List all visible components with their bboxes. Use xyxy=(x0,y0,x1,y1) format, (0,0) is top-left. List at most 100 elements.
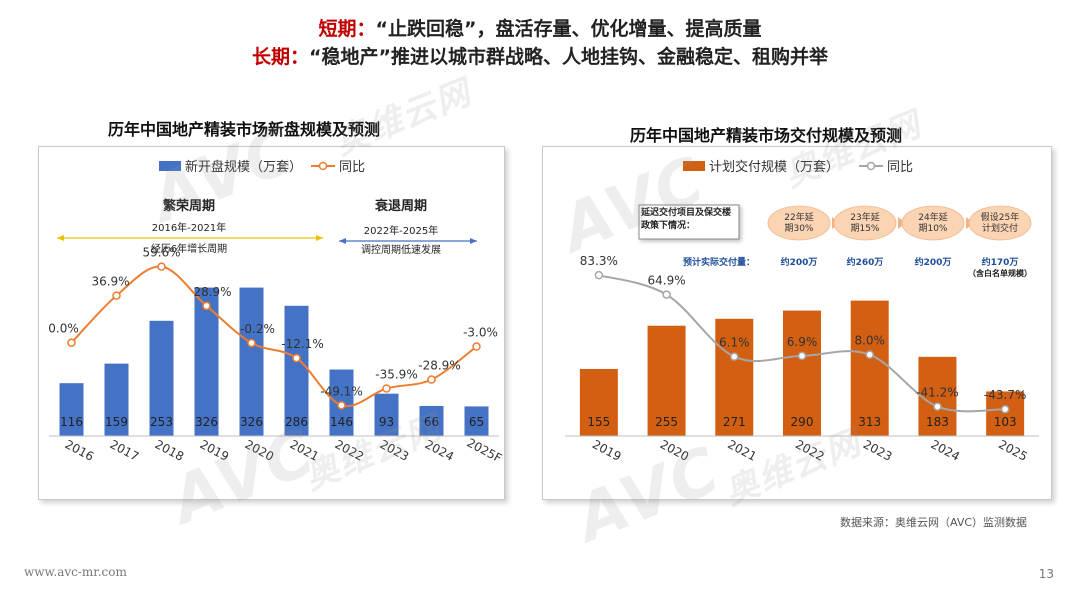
bar-2018 xyxy=(149,320,174,436)
delay-note-box xyxy=(638,204,740,240)
yoy-point-2022 xyxy=(337,401,346,410)
yoy-point-2022 xyxy=(797,351,807,361)
x-tick-2023: 2023 xyxy=(378,437,412,464)
actual-value-2025: 约170万 xyxy=(982,256,1019,268)
decline-cycle-desc: 调控周期低速发展 xyxy=(361,243,441,256)
yoy-label-2024: -41.2% xyxy=(916,386,958,400)
yoy-label-2023: -35.9% xyxy=(375,367,417,381)
bar-2021 xyxy=(715,318,754,436)
bar-value-2022: 290 xyxy=(791,415,814,429)
yoy-label-2017: 36.9% xyxy=(91,275,129,289)
bar-value-2020: 255 xyxy=(655,415,678,429)
x-tick-2025: 2025 xyxy=(996,437,1030,464)
yoy-label-2016: 0.0% xyxy=(48,322,79,336)
bar-value-2019: 326 xyxy=(195,415,218,429)
x-tick-2020: 2020 xyxy=(658,437,692,464)
decline-arrow-right-head xyxy=(470,238,477,244)
yoy-label-2025: -43.7% xyxy=(984,388,1026,402)
chart-left-svg: 新开盘规模（万套） 同比 繁荣周期 2016年-2021年 经历6年增长周期 衰… xyxy=(48,159,504,466)
chart-left-plot: 116 159 253 326 326 286 146 93 66 65 2016 2017 2018 2… xyxy=(48,246,504,466)
legend-line-marker xyxy=(318,161,328,171)
bar-value-2018: 253 xyxy=(150,415,173,429)
delay-bubble-text-1: 23年延期15% xyxy=(850,211,880,234)
chart-right-title: 历年中国地产精装市场交付规模及预测 xyxy=(630,126,903,145)
headline-long-label: 长期： xyxy=(252,46,310,68)
yoy-line xyxy=(70,265,478,408)
legend-bar-label: 新开盘规模（万套） xyxy=(185,159,302,175)
legend-bar-swatch xyxy=(159,161,181,171)
chart-left-title: 历年中国地产精装市场新盘规模及预测 xyxy=(108,120,381,139)
x-tick-2019: 2019 xyxy=(590,437,624,464)
bar-value-2017: 159 xyxy=(105,415,128,429)
decline-cycle-years: 2022年-2025年 xyxy=(364,224,439,237)
bar-value-2023: 93 xyxy=(379,415,394,429)
yoy-point-2019 xyxy=(202,301,211,311)
legend-bar-swatch xyxy=(683,161,705,171)
page-number: 13 xyxy=(1038,567,1054,581)
yoy-point-2024 xyxy=(933,402,942,411)
delay-bubble-0 xyxy=(767,205,831,241)
x-tick-2021: 2021 xyxy=(725,437,759,464)
headline-long-text: “稳地产”推进以城市群战略、人地挂钩、金融稳定、租购并举 xyxy=(309,46,828,68)
actual-value-2024: 约200万 xyxy=(915,256,952,268)
boom-arrow-left-head xyxy=(57,235,64,241)
x-tick-2017: 2017 xyxy=(108,437,142,464)
bar-value-2024: 183 xyxy=(926,415,949,429)
yoy-point-2021 xyxy=(292,353,301,363)
boom-arrow-right-head xyxy=(316,235,323,241)
yoy-label-2019: 28.9% xyxy=(193,285,231,299)
legend-line-label: 同比 xyxy=(339,160,365,175)
data-source: 数据来源：奥维云网（AVC）监测数据 xyxy=(840,516,1028,529)
headline-short-term: 短期：“止跌回稳”，盘活存量、优化增量、提高质量 xyxy=(0,14,1080,41)
yoy-point-2020 xyxy=(247,338,256,348)
delay-bubble-1 xyxy=(833,205,897,241)
bar-2025 xyxy=(986,391,1025,436)
actual-value-2022: 约200万 xyxy=(781,256,818,268)
delay-note-text: 延迟交付项目及保交楼政策下情况： xyxy=(641,208,732,231)
x-tick-2025F: 2025F xyxy=(465,435,504,465)
actual-delivery-label: 预计实际交付量： xyxy=(683,256,755,268)
bar-2022 xyxy=(783,310,821,436)
headline-short-label: 短期： xyxy=(318,18,376,40)
yoy-point-2023 xyxy=(865,350,874,359)
delay-note-fo: 延迟交付项目及保交楼政策下情况： xyxy=(641,208,732,231)
bar-2023 xyxy=(850,300,889,436)
x-tick-2018: 2018 xyxy=(153,437,187,464)
headline-long-term: 长期：“稳地产”推进以城市群战略、人地挂钩、金融稳定、租购并举 xyxy=(0,42,1080,69)
legend-line-marker xyxy=(866,161,876,171)
bar-value-2024: 66 xyxy=(424,415,439,429)
x-tick-2020: 2020 xyxy=(243,437,277,464)
bar-2017 xyxy=(104,363,129,436)
yoy-point-2023 xyxy=(382,384,391,393)
yoy-label-2021: -12.1% xyxy=(281,337,323,351)
x-tick-2022: 2022 xyxy=(793,437,827,464)
yoy-point-2021 xyxy=(730,352,739,361)
bar-value-2021: 286 xyxy=(285,415,308,429)
x-tick-2019: 2019 xyxy=(198,437,232,464)
yoy-label-2023: 8.0% xyxy=(854,334,885,348)
boom-cycle-title: 繁荣周期 xyxy=(163,198,215,214)
bar-2019 xyxy=(579,368,618,436)
actual-value-2023: 约260万 xyxy=(847,256,884,268)
x-tick-2016: 2016 xyxy=(63,437,97,464)
yoy-point-2018 xyxy=(157,262,166,271)
yoy-label-2020: -0.2% xyxy=(240,322,275,336)
bar-2023 xyxy=(374,393,399,436)
chart-right-svg: 计划交付规模（万套） 同比 延迟交付项目及保交楼政策下情况： 22年延期30%2… xyxy=(565,159,1039,464)
yoy-label-2019: 83.3% xyxy=(580,254,618,268)
headline-short-text: “止跌回稳”，盘活存量、优化增量、提高质量 xyxy=(375,18,762,40)
delay-bubble-text-0: 22年延期30% xyxy=(784,211,814,234)
x-tick-2024: 2024 xyxy=(929,437,963,464)
bar-2024 xyxy=(419,405,444,436)
bar-value-2019: 155 xyxy=(587,415,610,429)
bar-2016 xyxy=(59,383,84,436)
yoy-label-2021: 6.1% xyxy=(719,336,750,350)
bar-2020 xyxy=(239,287,264,436)
delay-bubbles: 22年延期30% 23年延期15% 24年延期10% 假设25年计划交付 xyxy=(767,205,1032,241)
bar-value-2021: 271 xyxy=(723,415,746,429)
chart-left-panel: 新开盘规模（万套） 同比 繁荣周期 2016年-2021年 经历6年增长周期 衰… xyxy=(38,146,505,500)
yoy-point-2020 xyxy=(662,290,671,299)
boom-cycle-desc: 经历6年增长周期 xyxy=(151,242,227,255)
yoy-point-2016 xyxy=(67,338,76,347)
bar-value-2016: 116 xyxy=(60,415,83,429)
